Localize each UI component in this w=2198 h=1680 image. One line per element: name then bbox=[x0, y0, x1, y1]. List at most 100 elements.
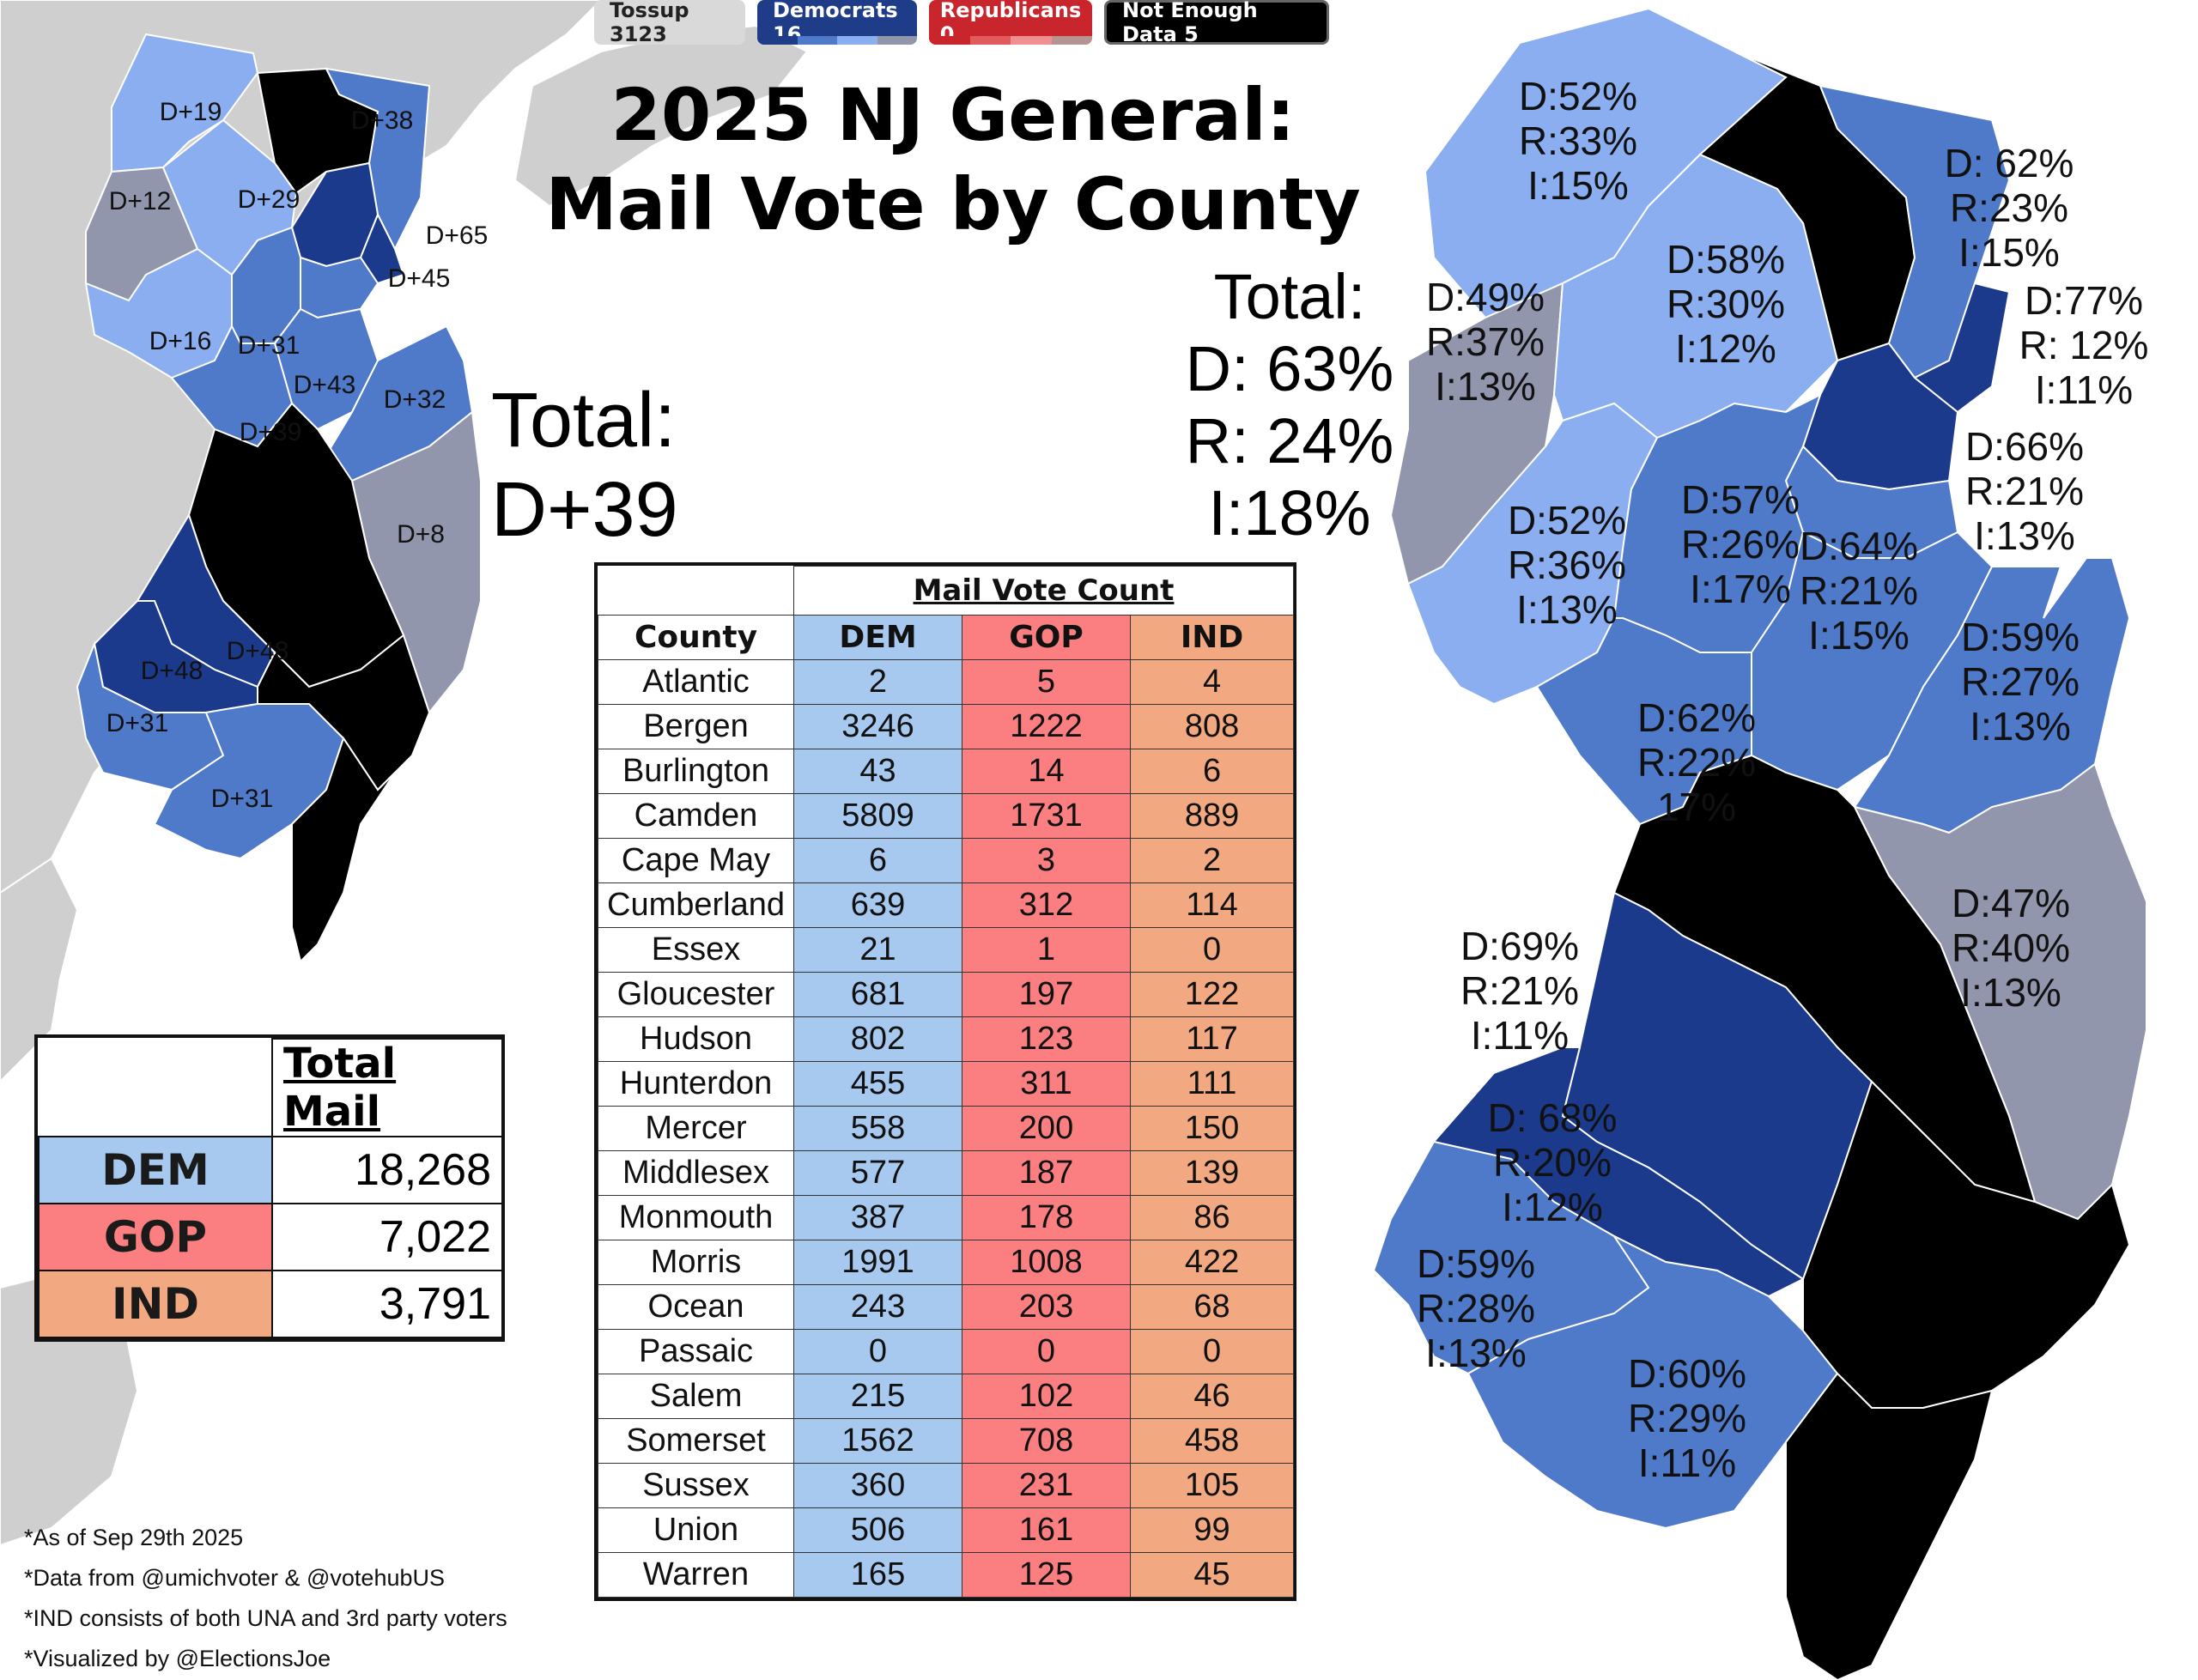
total-mail-spacer bbox=[39, 1039, 273, 1137]
svg-text:I:13%: I:13% bbox=[1435, 364, 1536, 409]
gop-cell: 123 bbox=[962, 1016, 1131, 1062]
header-county: County bbox=[598, 615, 794, 660]
total-mail-table: Total Mail DEM 18,268 GOP 7,022 IND 3,79… bbox=[34, 1034, 505, 1342]
left-label-4: D+65 bbox=[426, 221, 489, 250]
svg-text:R:21%: R:21% bbox=[1965, 469, 2084, 513]
ind-cell: 150 bbox=[1129, 1106, 1295, 1151]
ind-cell: 808 bbox=[1129, 704, 1295, 749]
svg-text:D:59%: D:59% bbox=[1961, 615, 2080, 659]
right-total-line-2: R: 24% bbox=[1185, 405, 1394, 476]
county-cell: Atlantic bbox=[598, 659, 794, 705]
county-union-left[interactable] bbox=[300, 256, 379, 319]
dem-cell: 5809 bbox=[793, 793, 962, 839]
ind-cell: 4 bbox=[1129, 659, 1295, 705]
ind-cell: 105 bbox=[1129, 1463, 1295, 1508]
dem-cell: 802 bbox=[793, 1016, 962, 1062]
table-caption-row: Mail Vote Count bbox=[598, 566, 1295, 616]
total-mail-header-row: Total Mail bbox=[39, 1038, 503, 1137]
left-label-12: D+48 bbox=[227, 637, 289, 665]
svg-text:I:11%: I:11% bbox=[1638, 1440, 1736, 1485]
ind-cell: 0 bbox=[1129, 1329, 1295, 1374]
svg-text:D:64%: D:64% bbox=[1800, 524, 1918, 568]
ind-cell: 45 bbox=[1129, 1552, 1295, 1598]
svg-text:D:58%: D:58% bbox=[1667, 237, 1785, 282]
legend-democrats-shades bbox=[757, 36, 917, 45]
right-label-8: D:64% R:21% I:15% bbox=[1800, 524, 1918, 658]
ind-cell: 122 bbox=[1129, 972, 1295, 1017]
dem-cell: 0 bbox=[793, 1329, 962, 1374]
dem-cell: 1562 bbox=[793, 1418, 962, 1464]
footnote-3: *Visualized by @ElectionsJoe bbox=[24, 1646, 331, 1671]
svg-text:R:37%: R:37% bbox=[1426, 319, 1545, 364]
svg-text:D:60%: D:60% bbox=[1628, 1351, 1746, 1396]
svg-text:R:40%: R:40% bbox=[1952, 925, 2070, 970]
county-cell: Hunterdon bbox=[598, 1061, 794, 1107]
total-mail-value-ind: 3,791 bbox=[271, 1270, 503, 1338]
table-row: Warren 165 125 45 bbox=[598, 1552, 1295, 1598]
svg-text:R:20%: R:20% bbox=[1493, 1140, 1612, 1185]
ind-cell: 99 bbox=[1129, 1507, 1295, 1553]
svg-text:D:57%: D:57% bbox=[1681, 477, 1800, 522]
dem-cell: 3246 bbox=[793, 704, 962, 749]
svg-text:I:12%: I:12% bbox=[1675, 326, 1776, 371]
svg-text:D:52%: D:52% bbox=[1519, 74, 1637, 118]
svg-text:D:62%: D:62% bbox=[1637, 695, 1756, 740]
total-mail-label-ind: IND bbox=[38, 1270, 273, 1338]
left-label-0: D+19 bbox=[160, 98, 222, 126]
legend-bar: Tossup 3123 Democrats 16 Republicans 0 N… bbox=[594, 0, 1329, 48]
dem-cell: 21 bbox=[793, 927, 962, 973]
left-label-14: D+31 bbox=[106, 709, 169, 737]
mail-vote-body: Mail Vote Count County DEM GOP IND Atlan… bbox=[598, 566, 1295, 1598]
dem-cell: 6 bbox=[793, 838, 962, 883]
dem-cell: 387 bbox=[793, 1195, 962, 1240]
ind-cell: 111 bbox=[1129, 1061, 1295, 1107]
table-row: Salem 215 102 46 bbox=[598, 1374, 1295, 1419]
right-nj-map: D:52% R:33% I:15% D: 62% R:23% I:15% D:5… bbox=[1372, 7, 2148, 1680]
right-label-2: D:58% R:30% I:12% bbox=[1667, 237, 1785, 371]
gop-cell: 187 bbox=[962, 1150, 1131, 1196]
county-cell: Middlesex bbox=[598, 1150, 794, 1196]
svg-text:R:33%: R:33% bbox=[1519, 118, 1637, 163]
dem-cell: 577 bbox=[793, 1150, 962, 1196]
legend-tossup: Tossup 3123 bbox=[594, 0, 745, 46]
gop-cell: 178 bbox=[962, 1195, 1131, 1240]
dem-cell: 165 bbox=[793, 1552, 962, 1598]
county-hudson-left[interactable] bbox=[359, 212, 405, 285]
dem-cell: 43 bbox=[793, 749, 962, 794]
svg-text:D:69%: D:69% bbox=[1460, 924, 1579, 968]
table-row: Union 506 161 99 bbox=[598, 1507, 1295, 1553]
dem-cell: 558 bbox=[793, 1106, 962, 1151]
ind-cell: 6 bbox=[1129, 749, 1295, 794]
svg-text:I:15%: I:15% bbox=[1958, 230, 2060, 275]
ind-cell: 86 bbox=[1129, 1195, 1295, 1240]
ind-cell: 2 bbox=[1129, 838, 1295, 883]
caption-spacer bbox=[598, 566, 794, 616]
right-label-13: D: 68% R:20% I:12% bbox=[1488, 1095, 1618, 1229]
right-map-total: Total: D: 63% R: 24% I:18% bbox=[1178, 261, 1401, 549]
svg-text:I:13%: I:13% bbox=[1960, 970, 2061, 1015]
svg-text:I:11%: I:11% bbox=[1471, 1013, 1569, 1058]
left-label-3: D+29 bbox=[238, 185, 301, 214]
svg-text:I:13%: I:13% bbox=[1974, 513, 2075, 558]
county-sussex-left[interactable] bbox=[111, 33, 259, 173]
svg-text:I:12%: I:12% bbox=[1502, 1185, 1603, 1229]
left-total-label: Total: bbox=[491, 378, 677, 464]
gop-cell: 1731 bbox=[962, 793, 1131, 839]
ind-cell: 889 bbox=[1129, 793, 1295, 839]
gop-cell: 102 bbox=[962, 1374, 1131, 1419]
ind-cell: 68 bbox=[1129, 1284, 1295, 1330]
mail-vote-table: Mail Vote Count County DEM GOP IND Atlan… bbox=[594, 562, 1296, 1601]
left-label-13: D+48 bbox=[141, 657, 203, 685]
svg-text:R:27%: R:27% bbox=[1961, 659, 2080, 704]
gop-cell: 161 bbox=[962, 1507, 1131, 1553]
table-caption-text: Mail Vote Count bbox=[913, 573, 1175, 608]
left-label-9: D+32 bbox=[384, 385, 446, 414]
svg-text:R:26%: R:26% bbox=[1681, 522, 1800, 567]
total-mail-grid: Total Mail DEM 18,268 GOP 7,022 IND 3,79… bbox=[38, 1038, 503, 1338]
table-row: Middlesex 577 187 139 bbox=[598, 1150, 1295, 1196]
gop-cell: 14 bbox=[962, 749, 1131, 794]
county-cell: Salem bbox=[598, 1374, 794, 1419]
dem-cell: 243 bbox=[793, 1284, 962, 1330]
county-cell: Camden bbox=[598, 793, 794, 839]
